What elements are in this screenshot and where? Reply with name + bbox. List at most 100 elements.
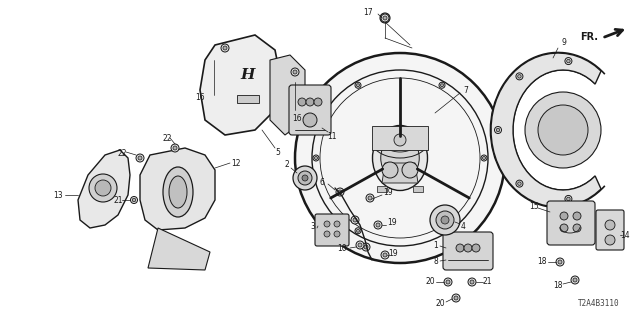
Text: 21: 21 [483,277,492,286]
Circle shape [89,174,117,202]
Circle shape [355,228,361,234]
Circle shape [298,98,306,106]
Circle shape [566,197,570,201]
Circle shape [368,196,372,200]
Circle shape [496,128,500,132]
Text: 18: 18 [553,281,563,290]
Circle shape [565,196,572,203]
Circle shape [381,251,389,259]
Circle shape [302,175,308,181]
Circle shape [571,276,579,284]
Polygon shape [491,53,601,207]
Circle shape [334,221,340,227]
Circle shape [376,223,380,227]
Circle shape [573,224,581,232]
Circle shape [334,231,340,237]
Circle shape [338,190,342,194]
Circle shape [456,244,464,252]
Circle shape [314,98,322,106]
Circle shape [516,73,523,80]
Circle shape [383,16,387,20]
Text: 3: 3 [310,221,316,230]
Circle shape [472,244,480,252]
Text: 1: 1 [434,241,438,250]
Polygon shape [372,126,428,150]
Circle shape [131,196,138,204]
Circle shape [314,156,317,159]
Polygon shape [382,163,418,183]
Text: 21: 21 [113,196,123,204]
Circle shape [402,162,418,178]
Circle shape [444,278,452,286]
Bar [237,95,259,103]
Circle shape [446,280,450,284]
Text: 19: 19 [387,218,397,227]
Text: 19: 19 [388,249,398,258]
Circle shape [293,70,297,74]
Bar [413,186,423,192]
Circle shape [293,166,317,190]
Circle shape [291,68,299,76]
Text: 15: 15 [529,202,539,211]
Circle shape [336,188,344,196]
Circle shape [324,231,330,237]
Ellipse shape [381,135,419,181]
Circle shape [356,229,360,232]
Circle shape [313,155,319,161]
Ellipse shape [372,125,428,190]
Ellipse shape [169,176,187,208]
Circle shape [565,58,572,65]
Text: 10: 10 [337,244,347,252]
Circle shape [324,221,330,227]
Circle shape [483,156,486,159]
Circle shape [440,84,444,87]
Circle shape [468,278,476,286]
Circle shape [566,59,570,63]
Circle shape [356,84,360,87]
Circle shape [353,218,357,222]
Text: 20: 20 [435,299,445,308]
Text: 16: 16 [292,114,302,123]
Circle shape [556,258,564,266]
FancyBboxPatch shape [315,214,349,246]
Text: 9: 9 [561,37,566,46]
Circle shape [95,180,111,196]
Text: 22: 22 [163,133,172,142]
Text: 12: 12 [231,158,241,167]
Text: 7: 7 [463,85,468,94]
FancyBboxPatch shape [289,85,331,135]
Circle shape [436,211,454,229]
Circle shape [221,44,229,52]
Text: T2A4B3110: T2A4B3110 [579,299,620,308]
Circle shape [295,53,505,263]
Circle shape [136,154,144,162]
FancyBboxPatch shape [596,210,624,250]
Circle shape [525,92,601,168]
Circle shape [138,156,142,160]
Text: 18: 18 [537,258,547,267]
Circle shape [298,171,312,185]
Circle shape [223,46,227,50]
Circle shape [464,244,472,252]
FancyBboxPatch shape [443,232,493,270]
Text: 8: 8 [434,258,438,267]
Circle shape [538,105,588,155]
Text: 19: 19 [383,188,393,196]
Circle shape [452,294,460,302]
FancyBboxPatch shape [547,201,595,245]
Circle shape [381,14,389,22]
Circle shape [439,82,445,88]
Circle shape [306,98,314,106]
Text: 5: 5 [276,148,280,156]
Circle shape [560,224,568,232]
Text: H: H [241,68,255,82]
Text: 17: 17 [363,7,373,17]
Circle shape [366,194,374,202]
Circle shape [573,212,581,220]
Circle shape [171,144,179,152]
Circle shape [382,162,398,178]
Circle shape [303,113,317,127]
Circle shape [132,198,136,202]
Circle shape [173,146,177,150]
Text: 13: 13 [53,190,63,199]
